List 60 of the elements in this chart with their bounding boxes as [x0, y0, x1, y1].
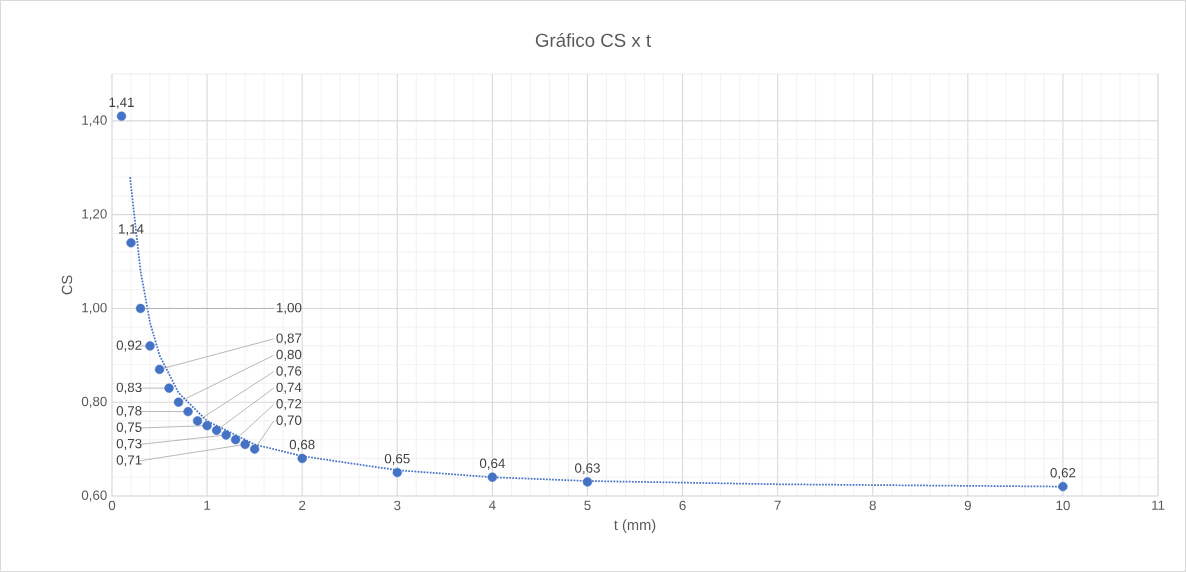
x-tick-label: 5 [584, 500, 591, 511]
point [1058, 481, 1068, 492]
x-tick-label: 3 [394, 500, 401, 511]
point [202, 421, 212, 431]
x-tick-label: 0 [108, 500, 116, 511]
point [135, 303, 146, 314]
point [230, 435, 241, 445]
data-label: 0,87 [276, 333, 302, 345]
data-label: 0,62 [1050, 468, 1076, 480]
data-label: 0,80 [276, 349, 302, 361]
data-label: 0,65 [384, 453, 410, 465]
y-tick-label: 1,40 [82, 115, 107, 127]
point [154, 364, 165, 375]
point [192, 416, 203, 426]
data-label: 0,75 [116, 422, 142, 434]
point [249, 444, 260, 454]
data-label: 0,71 [116, 455, 142, 467]
data-label: 0,78 [116, 406, 142, 418]
y-axis-title: CS [61, 275, 73, 295]
point [240, 439, 250, 450]
point [297, 453, 307, 464]
x-tick-label: 9 [964, 500, 971, 511]
data-label: 0,63 [575, 463, 600, 475]
y-tick-label: 1,00 [82, 302, 107, 314]
x-tick-label: 10 [1056, 500, 1070, 511]
point [183, 406, 193, 417]
data-label: 0,92 [116, 340, 142, 352]
data-label: 1,14 [119, 224, 144, 236]
y-tick-label: 0,60 [81, 490, 107, 502]
point [221, 430, 231, 440]
x-tick-label: 1 [204, 500, 211, 510]
data-label: 0,72 [276, 399, 302, 411]
x-tick-label: 7 [774, 500, 781, 510]
x-tick-label: 2 [299, 500, 306, 511]
data-label: 0,64 [479, 458, 505, 470]
data-label: 1,41 [109, 97, 134, 109]
data-label: 0,76 [276, 366, 302, 378]
data-label: 0,74 [276, 382, 302, 394]
point [582, 477, 593, 487]
data-label: 0,70 [276, 415, 302, 427]
point [211, 425, 222, 436]
x-axis-title: t (mm) [614, 519, 656, 533]
data-label: 0,83 [116, 382, 142, 394]
data-label: 0,68 [289, 439, 315, 451]
point [145, 341, 155, 351]
point [392, 467, 402, 478]
x-tick-label: 8 [869, 500, 876, 511]
y-tick-label: 0,80 [81, 396, 107, 408]
chart-title: Gráfico CS x t [535, 33, 651, 47]
data-label: 1,00 [276, 302, 302, 314]
point [173, 397, 184, 407]
x-tick-label: 11 [1152, 500, 1165, 510]
x-tick-label: 4 [488, 500, 496, 510]
point [126, 238, 136, 248]
y-tick-label: 1,20 [82, 209, 107, 221]
point [487, 472, 498, 482]
data-label: 0,73 [116, 438, 142, 450]
point [164, 383, 174, 393]
point [116, 111, 127, 121]
x-tick-label: 6 [679, 500, 686, 511]
